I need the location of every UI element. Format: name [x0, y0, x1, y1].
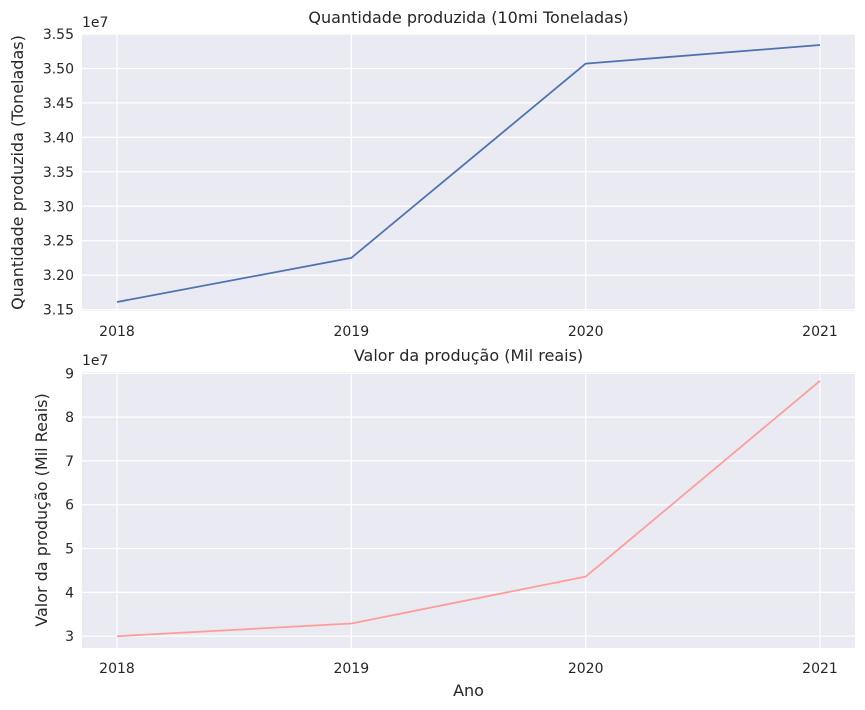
y-offset-label: 1e7	[82, 15, 108, 31]
y-tick-label: 7	[65, 454, 74, 470]
x-tick-label: 2018	[99, 324, 135, 340]
y-axis-label: Quantidade produzida (Toneladas)	[8, 35, 27, 310]
y-tick-label: 4	[65, 585, 74, 601]
chart-valor: 3 4 5 6 7 8 9 2018 2019 2020 2021 Valor da produçã…	[32, 346, 855, 700]
x-tick-label: 2021	[802, 661, 838, 677]
y-tick-label: 3.55	[43, 27, 74, 43]
y-offset-label: 1e7	[82, 353, 108, 369]
chart-title: Quantidade produzida (10mi Toneladas)	[308, 8, 628, 27]
y-tick-label: 8	[65, 410, 74, 426]
y-tick-label: 3.20	[43, 268, 74, 284]
y-tick-label: 3.25	[43, 234, 74, 250]
tick-labels: 3.15 3.20 3.25 3.30 3.35 3.40 3.45 3.50 3.55 2018…	[43, 27, 838, 340]
x-tick-label: 2019	[334, 324, 370, 340]
series-layer	[116, 380, 821, 638]
plot-area	[82, 34, 855, 311]
y-tick-label: 9	[65, 366, 74, 382]
y-tick-label: 3	[65, 629, 74, 645]
y-tick-label: 3.40	[43, 130, 74, 146]
y-tick-label: 3.35	[43, 165, 74, 181]
series-layer	[116, 44, 821, 303]
y-tick-label: 5	[65, 542, 74, 558]
y-tick-label: 6	[65, 498, 74, 514]
chart-quantidade: 3.15 3.20 3.25 3.30 3.35 3.40 3.45 3.50 3.55 2018…	[8, 8, 855, 340]
plot-area	[82, 372, 855, 648]
y-axis-label: Valor da produção (Mil Reais)	[32, 393, 51, 627]
x-tick-label: 2018	[99, 661, 135, 677]
x-tick-label: 2020	[568, 324, 604, 340]
y-tick-label: 3.50	[43, 61, 74, 77]
x-tick-label: 2020	[568, 661, 604, 677]
series-line	[116, 44, 821, 303]
x-tick-label: 2019	[334, 661, 370, 677]
x-axis-label: Ano	[453, 681, 484, 700]
y-tick-label: 3.30	[43, 199, 74, 215]
x-tick-label: 2021	[802, 324, 838, 340]
y-tick-label: 3.15	[43, 303, 74, 319]
chart-title: Valor da produção (Mil reais)	[354, 346, 583, 365]
tick-labels: 3 4 5 6 7 8 9 2018 2019 2020 2021	[65, 366, 838, 677]
grid-lines	[82, 372, 855, 648]
y-tick-label: 3.45	[43, 96, 74, 112]
grid-lines	[82, 33, 855, 311]
series-line	[116, 380, 821, 638]
